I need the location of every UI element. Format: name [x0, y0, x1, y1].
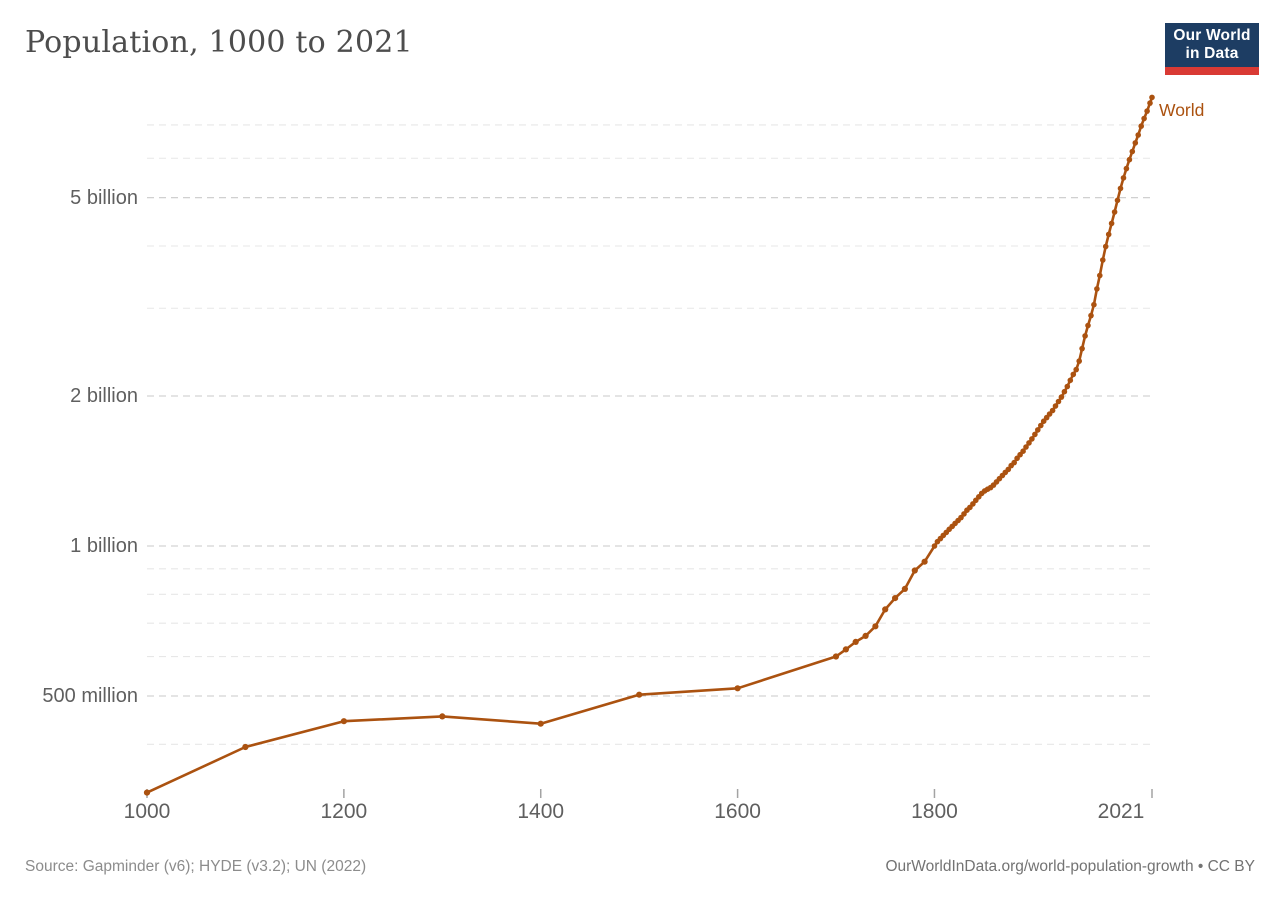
- data-point-marker: [439, 713, 446, 720]
- owid-logo-line2: in Data: [1185, 45, 1239, 62]
- x-axis-label: 1600: [714, 800, 761, 823]
- x-axis-label: 1800: [911, 800, 958, 823]
- data-point-marker: [1082, 333, 1088, 339]
- data-point-marker: [1026, 440, 1032, 446]
- data-point-marker: [1108, 220, 1115, 227]
- y-axis-label: 2 billion: [70, 385, 138, 407]
- data-point-marker: [1038, 422, 1044, 429]
- data-point-marker: [1067, 377, 1074, 384]
- data-point-marker: [1079, 345, 1085, 352]
- data-point-marker: [1120, 175, 1127, 181]
- y-axis-label: 5 billion: [70, 186, 138, 209]
- data-point-marker: [921, 558, 928, 565]
- series-label-world: World: [1159, 100, 1205, 121]
- data-point-marker: [832, 653, 840, 660]
- chart-footer: Source: Gapminder (v6); HYDE (v3.2); UN …: [0, 858, 1280, 903]
- data-point-marker: [1052, 403, 1059, 409]
- data-point-marker: [1023, 444, 1029, 450]
- data-point-marker: [1114, 197, 1121, 204]
- data-point-marker: [1032, 431, 1038, 438]
- data-point-marker: [1102, 243, 1109, 250]
- data-point-marker: [911, 567, 918, 574]
- y-axis-label: 1 billion: [70, 535, 138, 557]
- data-point-marker: [1117, 185, 1124, 192]
- data-point-marker: [958, 514, 964, 521]
- data-point-marker: [1129, 148, 1136, 155]
- x-axis-label: 1000: [123, 800, 171, 823]
- data-point-marker: [1144, 108, 1150, 114]
- data-point-marker: [1011, 459, 1017, 466]
- data-point-marker: [1132, 140, 1139, 146]
- data-point-marker: [1076, 358, 1082, 364]
- data-point-marker: [1141, 115, 1147, 122]
- data-point-marker: [1070, 371, 1077, 378]
- x-axis-label: 1400: [517, 800, 565, 823]
- data-point-marker: [1094, 286, 1100, 292]
- data-point-marker: [842, 646, 850, 653]
- data-point-marker: [1005, 466, 1012, 473]
- data-point-marker: [1088, 312, 1094, 319]
- data-point-marker: [872, 623, 879, 630]
- source-note: Source: Gapminder (v6); HYDE (v3.2); UN …: [25, 858, 367, 875]
- data-point-marker: [636, 691, 643, 698]
- chart-title: Population, 1000 to 2021: [25, 25, 413, 60]
- data-point-marker: [1029, 436, 1035, 442]
- data-point-marker: [931, 543, 938, 549]
- data-point-marker: [1126, 156, 1133, 163]
- data-point-marker: [1138, 123, 1144, 129]
- data-point-marker: [852, 638, 859, 646]
- x-axis-label: 1200: [320, 800, 368, 823]
- data-point-marker: [1085, 322, 1091, 329]
- world-population-line: [145, 96, 1154, 794]
- data-point-marker: [1073, 366, 1079, 373]
- data-point-marker: [340, 718, 347, 725]
- data-point-marker: [901, 585, 909, 593]
- data-point-marker: [892, 595, 899, 602]
- data-point-marker: [1135, 132, 1141, 138]
- x-axis-label: 2021: [1097, 800, 1145, 823]
- data-point-marker: [1105, 231, 1112, 238]
- data-point-marker: [1147, 100, 1153, 106]
- data-point-marker: [143, 789, 151, 796]
- owid-logo: Our World in Data: [1165, 23, 1259, 75]
- data-point-marker: [1058, 394, 1065, 400]
- data-point-marker: [1049, 407, 1056, 414]
- attribution-link[interactable]: OurWorldInData.org/world-population-grow…: [885, 858, 1255, 875]
- data-point-marker: [242, 743, 249, 751]
- data-point-marker: [862, 632, 869, 640]
- data-point-marker: [1061, 388, 1068, 395]
- data-point-marker: [1035, 427, 1041, 433]
- data-point-marker: [882, 606, 889, 613]
- data-point-marker: [1149, 94, 1155, 101]
- data-point-marker: [1100, 257, 1106, 263]
- data-point-marker: [537, 720, 544, 727]
- y-axis-label: 500 million: [42, 685, 138, 707]
- owid-logo-stripe: [1165, 67, 1259, 75]
- data-point-marker: [1091, 301, 1097, 308]
- owid-logo-line1: Our World: [1173, 27, 1251, 44]
- data-point-marker: [1020, 448, 1026, 455]
- data-point-marker: [1123, 165, 1130, 172]
- data-point-marker: [1055, 398, 1062, 405]
- owid-logo-box: Our World in Data: [1165, 23, 1259, 67]
- data-point-marker: [734, 685, 741, 692]
- data-point-marker: [1064, 383, 1071, 390]
- data-point-marker: [1097, 272, 1103, 279]
- data-point-marker: [1111, 209, 1118, 215]
